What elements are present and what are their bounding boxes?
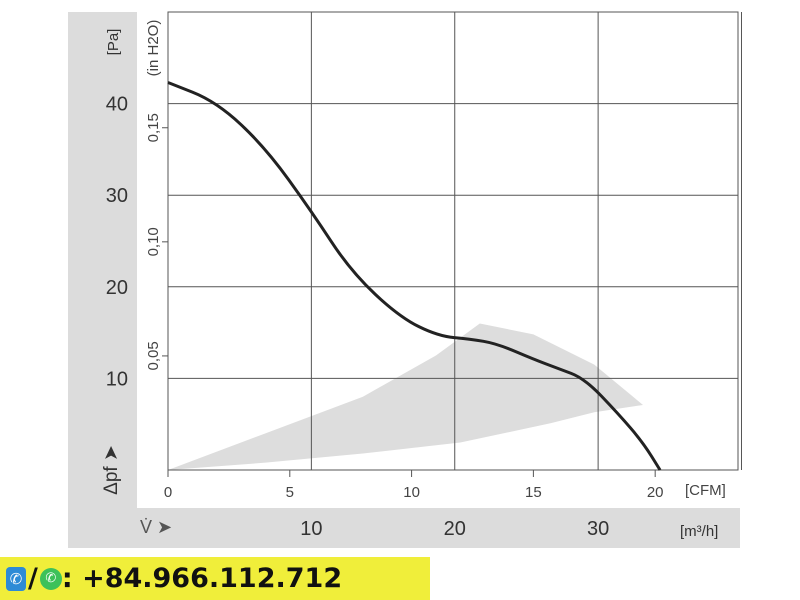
x-tick-label-m3h: 30: [587, 518, 609, 540]
y-tick-label-pa: 40: [106, 94, 128, 116]
y-tick-label-pa: 10: [106, 368, 128, 390]
y-tick-label-pa: 30: [106, 185, 128, 207]
y-axis-band: [68, 12, 137, 508]
plot-frame: [167, 11, 739, 471]
separator: /: [28, 563, 38, 594]
x-unit-m3h: [m³/h]: [680, 523, 718, 540]
y-axis-label: Δpf ➤: [101, 445, 122, 495]
contact-banner: ✆ / ✆ : +84.966.112.712: [0, 557, 430, 600]
x-tick-label-m3h: 10: [300, 518, 322, 540]
x-tick-label-cfm: 0: [164, 484, 172, 501]
x-tick-label-cfm: 20: [647, 484, 664, 501]
y-unit-inh2o: (in H2O): [145, 20, 162, 77]
x-axis-label: V̇ ➤: [140, 517, 172, 537]
y-tick-label-inh2o: 0,05: [145, 341, 162, 370]
x-tick-label-cfm: 5: [286, 484, 294, 501]
phone-icon: ✆: [6, 566, 26, 591]
x-unit-cfm: [CFM]: [685, 482, 726, 499]
fan-curve: [167, 81, 662, 471]
y-unit-pa: [Pa]: [105, 29, 122, 56]
x-tick-label-m3h: 20: [444, 518, 466, 540]
x-axis-band: [68, 508, 740, 548]
y-tick-label-inh2o: 0,10: [145, 227, 162, 256]
whatsapp-icon: ✆: [39, 567, 62, 590]
x-tick-label-cfm: 15: [525, 484, 542, 501]
phone-number[interactable]: : +84.966.112.712: [61, 563, 343, 594]
y-tick-label-inh2o: 0,15: [145, 113, 162, 142]
y-tick-label-pa: 20: [106, 277, 128, 299]
x-tick-label-cfm: 10: [403, 484, 420, 501]
operating-range: [168, 323, 643, 470]
